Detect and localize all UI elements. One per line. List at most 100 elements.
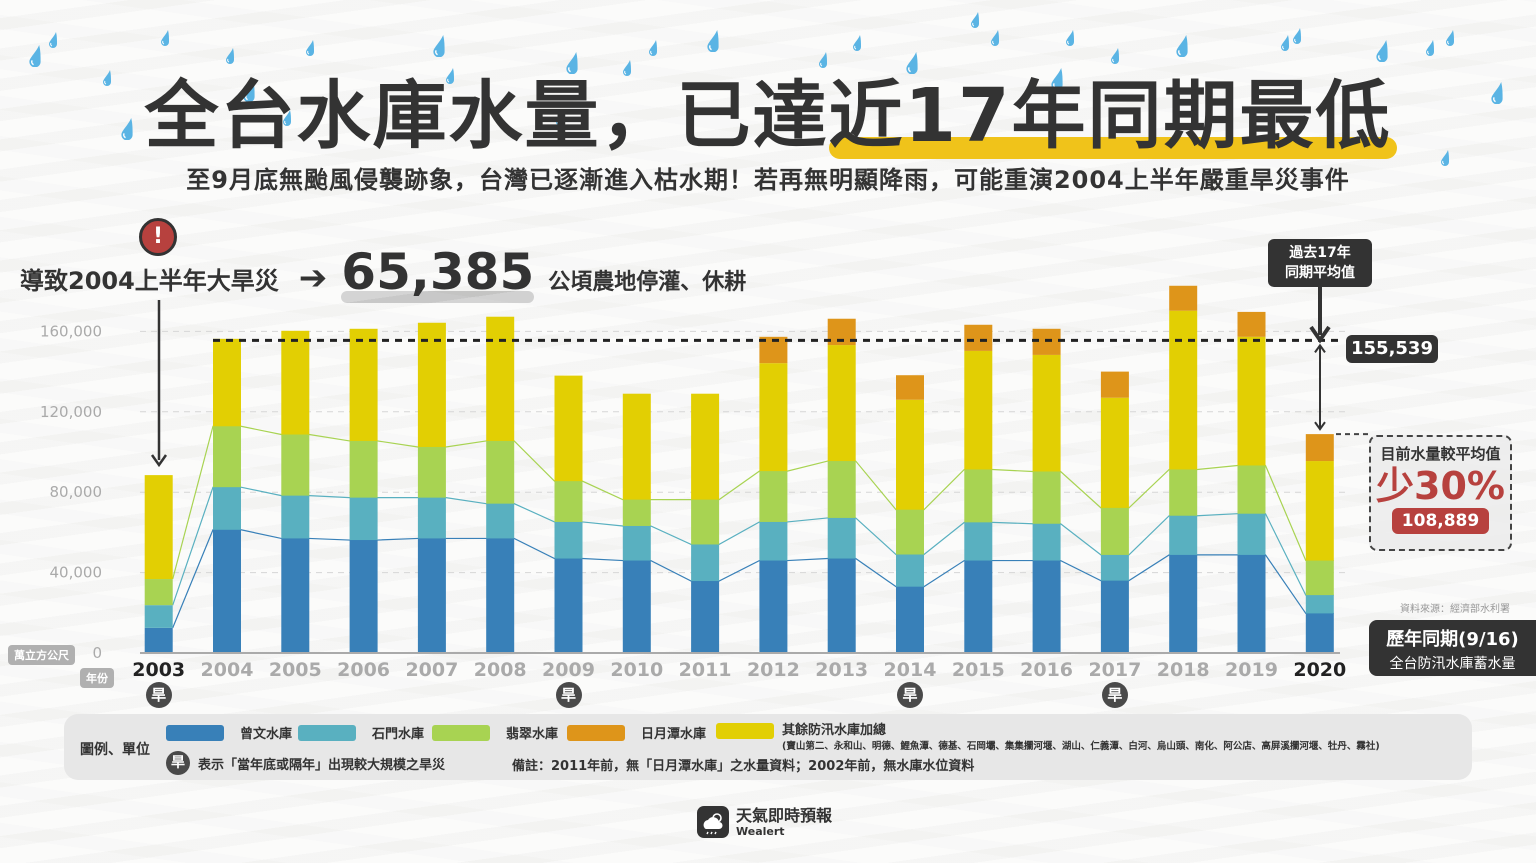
legend-drought-text: 表示「當年底或隔年」出現較大規模之旱災 xyxy=(198,757,446,773)
x-tick-label: 2007 xyxy=(405,659,458,681)
brand: 天氣即時預報 Wealert xyxy=(697,806,832,838)
raindrop-icon xyxy=(1375,40,1388,63)
raindrop-icon xyxy=(1110,48,1120,64)
period-title: 歷年同期(9/16) xyxy=(1386,629,1519,650)
bar-segment-2003 xyxy=(144,475,173,580)
difference-title: 目前水量較平均值 xyxy=(1380,445,1501,463)
bar-segment-2018 xyxy=(1169,554,1198,653)
legend-item-shimen: 石門水庫 xyxy=(298,723,424,742)
bar-segment-2018 xyxy=(1169,310,1198,470)
bar-segment-2009 xyxy=(554,481,583,522)
x-tick-label: 2006 xyxy=(337,659,390,681)
double-arrow-bottom xyxy=(1314,421,1326,431)
legend-drought: 旱 表示「當年底或隔年」出現較大規模之旱災 xyxy=(166,751,445,775)
legend-swatch xyxy=(567,724,625,741)
raindrop-icon xyxy=(28,45,41,68)
legend-item-others xyxy=(716,723,790,739)
raindrop-icon xyxy=(970,12,980,28)
raindrop-icon xyxy=(818,52,828,68)
bar-segment-2007 xyxy=(417,497,446,539)
bar-segment-2008 xyxy=(486,316,515,441)
bar-segment-2016 xyxy=(1032,560,1061,653)
raindrop-icon xyxy=(225,48,235,64)
x-tick-label: 2008 xyxy=(474,659,527,681)
drought-icon: 旱 xyxy=(166,751,190,775)
bar-segment-2016 xyxy=(1032,354,1061,472)
bar-segment-2011 xyxy=(691,544,720,582)
drought-badge: 旱 xyxy=(145,682,172,708)
bar-segment-2017 xyxy=(1100,507,1129,555)
series-connector-line xyxy=(172,486,1334,606)
bar-segment-2014 xyxy=(896,399,924,510)
bar-segment-2017 xyxy=(1100,397,1129,508)
bar-segment-2010 xyxy=(622,525,651,561)
x-tick-label: 2009 xyxy=(542,659,595,681)
y-tick-label: 0 xyxy=(92,644,102,662)
bar-segment-2019 xyxy=(1237,465,1266,514)
bar-segment-2012 xyxy=(759,521,788,561)
bar-segment-2020 xyxy=(1305,560,1334,596)
legend-others-list: (寶山第二、永和山、明德、鯉魚潭、德基、石岡壩、集集攔河堰、湖山、仁義潭、白河、… xyxy=(782,741,1380,752)
raindrop-icon xyxy=(565,52,578,75)
raindrop-icon xyxy=(1175,35,1188,58)
bar-segment-2004 xyxy=(213,487,241,530)
x-tick-label: 2004 xyxy=(201,659,254,681)
difference-box: 目前水量較平均值 少30% 108,889 xyxy=(1369,435,1512,551)
bar-segment-2019 xyxy=(1237,311,1266,337)
bar-segment-2003 xyxy=(144,627,173,653)
bar-segment-2008 xyxy=(486,440,515,504)
raindrop-icon xyxy=(1065,30,1075,46)
bar-segment-2019 xyxy=(1237,336,1266,466)
drought-badge: 旱 xyxy=(897,682,923,708)
subtitle: 至9月底無颱風侵襲跡象，台灣已逐漸進入枯水期！若再無明顯降雨，可能重演2004上… xyxy=(186,166,1350,194)
title-part1: 全台水庫水量，已達 xyxy=(144,73,829,159)
bar-segment-2007 xyxy=(417,446,446,498)
legend-swatch xyxy=(166,724,224,741)
bar-segment-2018 xyxy=(1169,285,1198,311)
legend-swatch xyxy=(716,723,774,739)
impact-unit: 公頃農地停灌、休耕 xyxy=(548,270,747,295)
raindrop-icon xyxy=(1280,35,1290,51)
y-tick-label: 80,000 xyxy=(50,483,103,501)
bar-segment-2012 xyxy=(759,560,788,653)
brand-sub: Wealert xyxy=(736,824,785,838)
y-tick-label: 160,000 xyxy=(40,322,102,340)
x-unit-badge: 年份 xyxy=(80,668,114,688)
x-axis-ticks: 2003 2004 2005 2006 2007 2008 2009 2010 2011 2012… xyxy=(132,659,1346,681)
x-tick-label: 2003 xyxy=(132,659,185,681)
series-connector-line xyxy=(172,529,1334,629)
y-axis-ticks: 0 40,000 80,000 120,000 160,000 xyxy=(40,322,102,662)
x-tick-label: 2012 xyxy=(747,659,800,681)
bar-segment-2015 xyxy=(964,350,993,470)
y-unit-badge: 萬立方公尺 xyxy=(8,645,75,665)
x-tick-label: 2020 xyxy=(1293,659,1346,681)
bar-segment-2004 xyxy=(213,338,241,427)
x-tick-label: 2005 xyxy=(269,659,322,681)
bar-segment-2003 xyxy=(144,605,173,628)
legend-others-name: 其餘防汛水庫加總 xyxy=(782,723,887,738)
bar-segment-2004 xyxy=(213,426,241,488)
x-tick-label: 2019 xyxy=(1225,659,1278,681)
raindrop-icon xyxy=(120,118,133,141)
raindrop-icon xyxy=(48,32,58,48)
bar-segment-2015 xyxy=(964,560,993,653)
bar-segment-2011 xyxy=(691,393,720,500)
legend-swatch xyxy=(298,724,356,741)
legend-remark: 備註：2011年前，無「日月潭水庫」之水量資料；2002年前，無水庫水位資料 xyxy=(512,759,975,774)
x-tick-label: 2013 xyxy=(815,659,868,681)
title-highlight: 近17年同期最低 xyxy=(828,56,1398,163)
period-box: 歷年同期(9/16) 全台防汛水庫蓄水量 xyxy=(1369,620,1536,676)
bar-segment-2007 xyxy=(417,322,446,447)
legend: 圖例、單位 曾文水庫 石門水庫 翡翠水庫 日月潭水庫 其餘防汛水庫加總 (寶山第… xyxy=(64,714,1472,780)
bar-segment-2015 xyxy=(964,324,993,351)
bar-segment-2014 xyxy=(896,375,924,400)
legend-text: 曾文水庫 xyxy=(240,727,293,742)
bar-segment-2019 xyxy=(1237,554,1266,653)
legend-text: 日月潭水庫 xyxy=(641,727,707,742)
raindrop-icon xyxy=(305,40,315,56)
bar-segment-2019 xyxy=(1237,513,1266,555)
bar-segment-2008 xyxy=(486,503,515,539)
bar-segment-2020 xyxy=(1305,461,1334,561)
legend-others: 其餘防汛水庫加總 (寶山第二、永和山、明德、鯉魚潭、德基、石岡壩、集集攔河堰、湖… xyxy=(782,719,1380,752)
average-callout: 過去17年 同期平均值 xyxy=(1268,239,1372,287)
